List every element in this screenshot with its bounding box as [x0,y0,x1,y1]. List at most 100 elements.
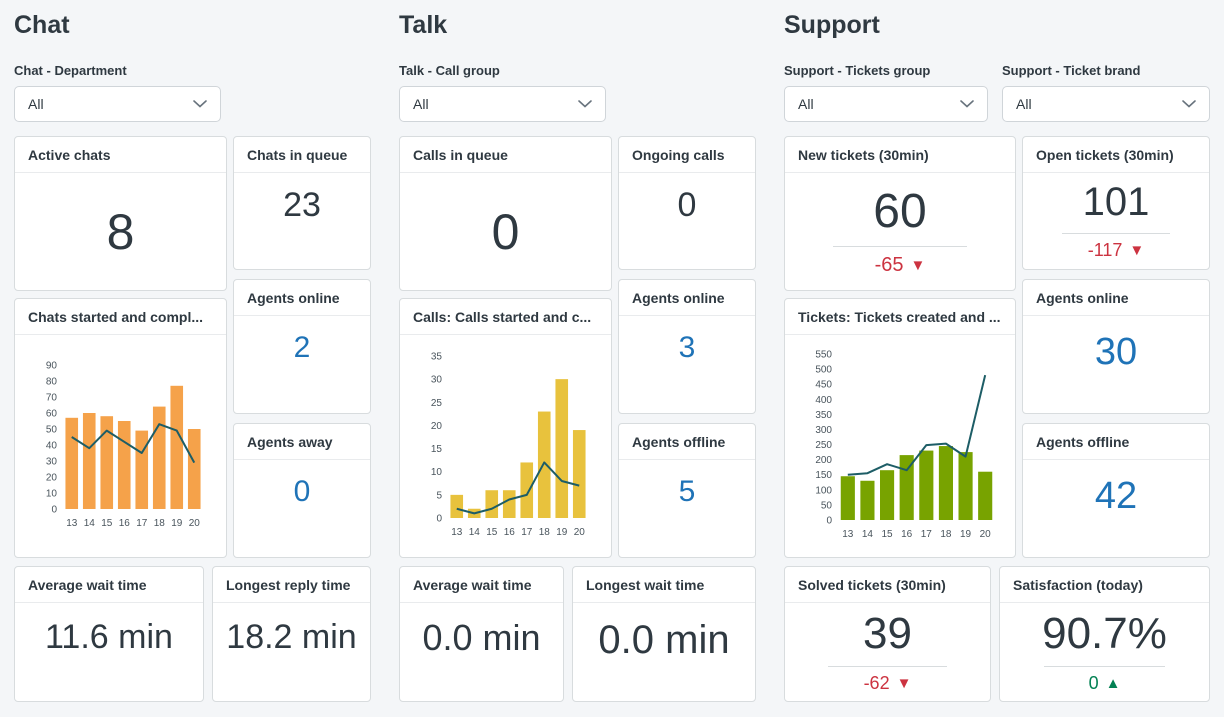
svg-text:10: 10 [430,467,442,478]
support-agents-offline-title: Agents offline [1023,424,1209,460]
support-section: Support Support - Tickets group All Supp… [784,0,1210,702]
svg-text:14: 14 [468,527,480,538]
calls-in-queue-value: 0 [491,203,520,260]
svg-text:13: 13 [842,529,854,540]
svg-text:70: 70 [45,393,57,404]
talk-call-group-label: Talk - Call group [399,63,500,78]
down-arrow-icon: ▼ [896,675,912,693]
talk-call-group-select[interactable]: All [399,86,606,122]
chevron-down-icon [1182,100,1196,108]
svg-text:300: 300 [815,425,832,436]
svg-text:18: 18 [940,529,952,540]
svg-text:16: 16 [118,518,130,529]
support-tickets-group-select[interactable]: All [784,86,988,122]
chat-section-title: Chat [14,11,70,39]
open-tickets-title: Open tickets (30min) [1023,137,1209,173]
svg-text:13: 13 [451,527,463,538]
svg-text:200: 200 [815,455,832,466]
svg-text:80: 80 [45,377,57,388]
chat-longest-reply-card: Longest reply time 18.2 min [212,566,371,702]
delta-value: -62 [863,673,890,694]
svg-text:13: 13 [66,518,78,529]
svg-text:18: 18 [153,518,165,529]
svg-text:15: 15 [881,529,893,540]
svg-text:400: 400 [815,395,832,406]
calls-chart-card: Calls: Calls started and c... 0 5 10 15 20 25… [399,298,612,558]
ongoing-calls-title: Ongoing calls [619,137,755,173]
solved-tickets-title: Solved tickets (30min) [785,567,990,603]
chevron-down-icon [193,100,207,108]
support-agents-online-title: Agents online [1023,280,1209,316]
support-agents-online-value: 30 [1094,331,1138,373]
divider [828,666,947,668]
talk-filters: Talk - Call group All [399,40,756,122]
chat-agents-online-card: Agents online 2 [233,279,371,414]
ongoing-calls-value: 0 [677,186,697,224]
chevron-down-icon [960,100,974,108]
svg-text:60: 60 [45,409,57,420]
svg-text:15: 15 [430,444,442,455]
satisfaction-card: Satisfaction (today) 90.7% 0 ▲ [999,566,1210,702]
svg-text:14: 14 [861,529,873,540]
svg-text:17: 17 [920,529,932,540]
chat-department-select[interactable]: All [14,86,221,122]
support-tickets-group-label: Support - Tickets group [784,63,931,78]
new-tickets-card: New tickets (30min) 60 -65 ▼ [784,136,1016,291]
svg-text:14: 14 [83,518,95,529]
ongoing-calls-card: Ongoing calls 0 [618,136,756,270]
svg-text:17: 17 [521,527,533,538]
talk-agents-online-card: Agents online 3 [618,279,756,414]
svg-text:40: 40 [45,441,57,452]
svg-text:100: 100 [815,485,832,496]
svg-text:20: 20 [430,421,442,432]
calls-in-queue-title: Calls in queue [400,137,611,173]
support-ticket-brand-select[interactable]: All [1002,86,1210,122]
dashboard: Chat Chat - Department All Active chats … [14,0,1210,702]
talk-longest-wait-title: Longest wait time [573,567,755,603]
svg-text:20: 20 [979,529,991,540]
support-agents-offline-value: 42 [1094,475,1138,517]
calls-chart-title: Calls: Calls started and c... [400,299,611,335]
talk-average-wait-title: Average wait time [400,567,563,603]
calls-in-queue-card: Calls in queue 0 [399,136,612,291]
talk-section-title: Talk [399,11,448,39]
svg-text:0: 0 [436,514,442,525]
satisfaction-value: 90.7% [1042,608,1167,658]
chat-department-label: Chat - Department [14,63,127,78]
talk-agents-online-value: 3 [678,331,696,364]
talk-longest-wait-card: Longest wait time 0.0 min [572,566,756,702]
new-tickets-title: New tickets (30min) [785,137,1015,173]
talk-average-wait-card: Average wait time 0.0 min [399,566,564,702]
divider [1043,666,1166,668]
down-arrow-icon: ▼ [910,257,926,275]
open-tickets-value: 101 [1082,179,1150,224]
svg-text:0: 0 [51,505,57,516]
talk-agents-online-title: Agents online [619,280,755,316]
svg-text:15: 15 [101,518,113,529]
chat-agents-online-value: 2 [293,331,311,364]
chat-agents-away-value: 0 [293,475,311,508]
chats-in-queue-value: 23 [283,186,321,224]
svg-text:19: 19 [171,518,183,529]
open-tickets-card: Open tickets (30min) 101 -117 ▼ [1022,136,1210,270]
active-chats-title: Active chats [15,137,226,173]
svg-text:35: 35 [430,352,442,363]
support-ticket-brand-value: All [1016,96,1032,112]
support-agents-online-card: Agents online 30 [1022,279,1210,414]
new-tickets-value: 60 [873,184,927,238]
svg-text:5: 5 [436,490,442,501]
chat-filters: Chat - Department All [14,40,371,122]
solved-tickets-card: Solved tickets (30min) 39 -62 ▼ [784,566,991,702]
chat-average-wait-value: 11.6 min [45,618,173,656]
svg-text:16: 16 [901,529,913,540]
tickets-chart-card: Tickets: Tickets created and ... 0 50 100 1… [784,298,1016,558]
down-arrow-icon: ▼ [1129,242,1145,260]
active-chats-value: 8 [106,203,135,260]
divider [833,246,967,248]
chat-department-value: All [28,96,44,112]
tickets-chart-title: Tickets: Tickets created and ... [785,299,1015,335]
svg-text:20: 20 [45,473,57,484]
svg-text:50: 50 [45,425,57,436]
support-tickets-group-value: All [798,96,814,112]
chats-in-queue-card: Chats in queue 23 [233,136,371,270]
